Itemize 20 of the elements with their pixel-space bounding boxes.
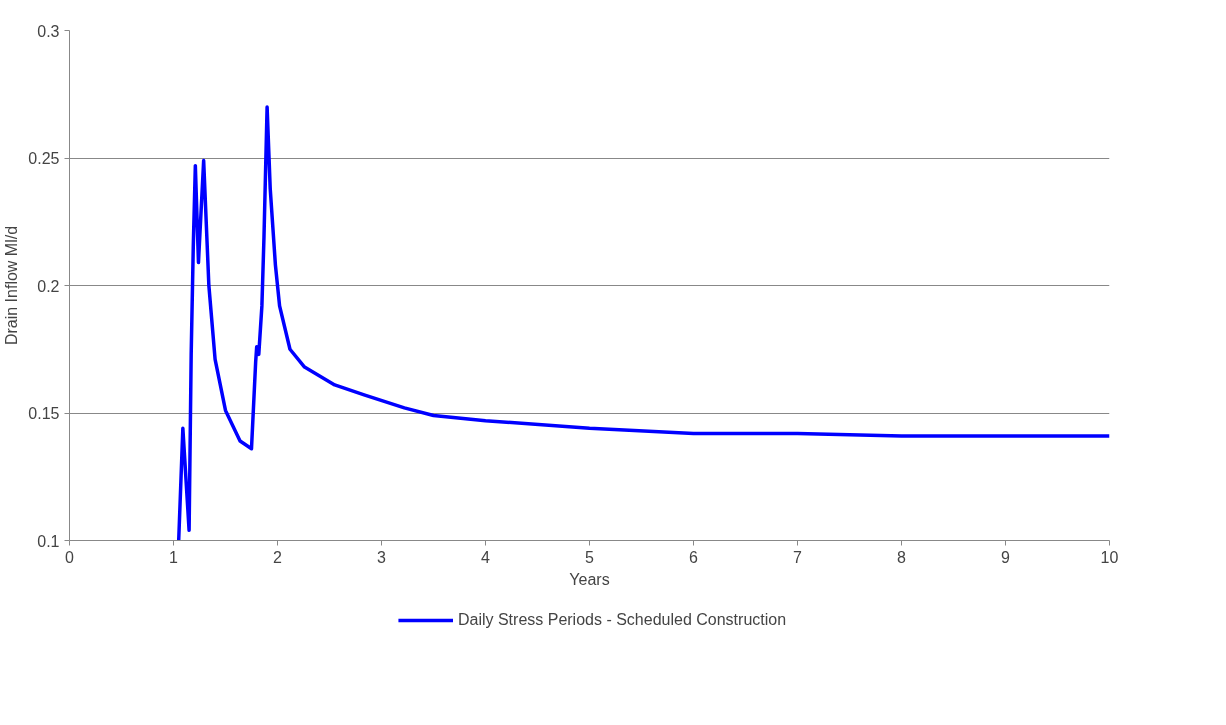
x-tick-label: 3 — [377, 548, 387, 566]
x-tick-label: 0 — [65, 548, 75, 566]
x-tick-label: 9 — [1001, 548, 1011, 566]
x-tick-label: 4 — [481, 548, 491, 566]
line-series — [176, 105, 1110, 541]
y-tick-label: 0.3 — [37, 22, 60, 40]
x-tick-label: 1 — [169, 548, 179, 566]
x-tick-label: 6 — [689, 548, 699, 566]
y-tick-label: 0.25 — [28, 150, 60, 167]
y-tick-label: 0.2 — [37, 277, 60, 295]
x-tick-label: 10 — [1100, 548, 1119, 566]
x-tick-label: 2 — [273, 548, 283, 566]
x-tick-label: 5 — [585, 548, 595, 566]
y-axis-title: Drain Inflow Ml/d — [3, 225, 21, 346]
x-tick-label: 8 — [897, 548, 907, 566]
legend-label: Daily Stress Periods - Scheduled Construction — [457, 611, 787, 629]
y-tick-label: 0.1 — [37, 532, 60, 550]
x-axis-title: Years — [569, 570, 610, 588]
y-tick-label: 0.15 — [28, 405, 60, 422]
x-tick-label: 7 — [793, 548, 803, 566]
